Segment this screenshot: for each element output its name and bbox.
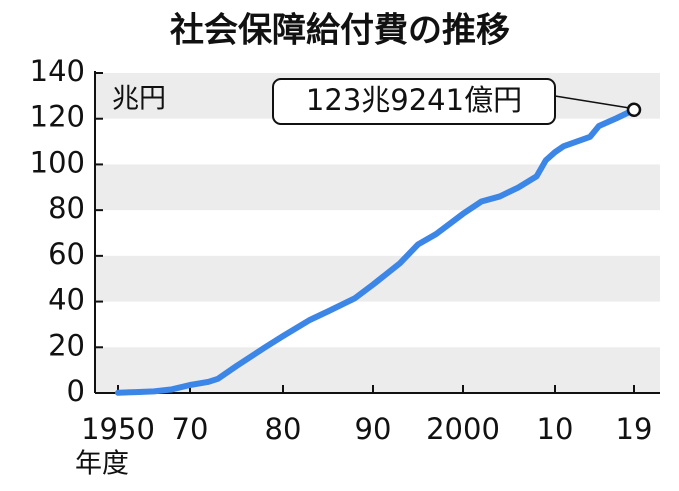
x-tick-label: 80: [265, 412, 302, 446]
x-tick-label: 90: [355, 412, 392, 446]
x-axis-label: 年度: [75, 449, 129, 480]
y-tick-label: 40: [48, 283, 85, 317]
y-tick-label: 60: [48, 237, 85, 271]
x-tick-label: 1950: [81, 412, 155, 446]
x-tick-label: 19: [616, 412, 653, 446]
x-tick-label: 10: [537, 412, 574, 446]
y-tick-label: 120: [30, 100, 85, 134]
end-marker: [626, 102, 642, 118]
grid-band: [95, 164, 660, 211]
y-tick-label: 0: [67, 374, 85, 408]
x-tick-label: 2000: [426, 412, 500, 446]
y-tick-label: 20: [48, 328, 85, 362]
leader-line: [554, 95, 629, 109]
annotation: 123兆9241億円: [306, 83, 522, 117]
y-tick-label: 140: [30, 54, 85, 88]
chart-title: 社会保障給付費の推移: [170, 11, 510, 51]
annotation-box: [272, 78, 556, 125]
line: [115, 106, 637, 396]
y-tick-label: 100: [30, 145, 85, 179]
unit-label: 兆円: [112, 84, 166, 115]
y-tick-label: 80: [48, 191, 85, 225]
x-tick-label: 70: [172, 412, 209, 446]
